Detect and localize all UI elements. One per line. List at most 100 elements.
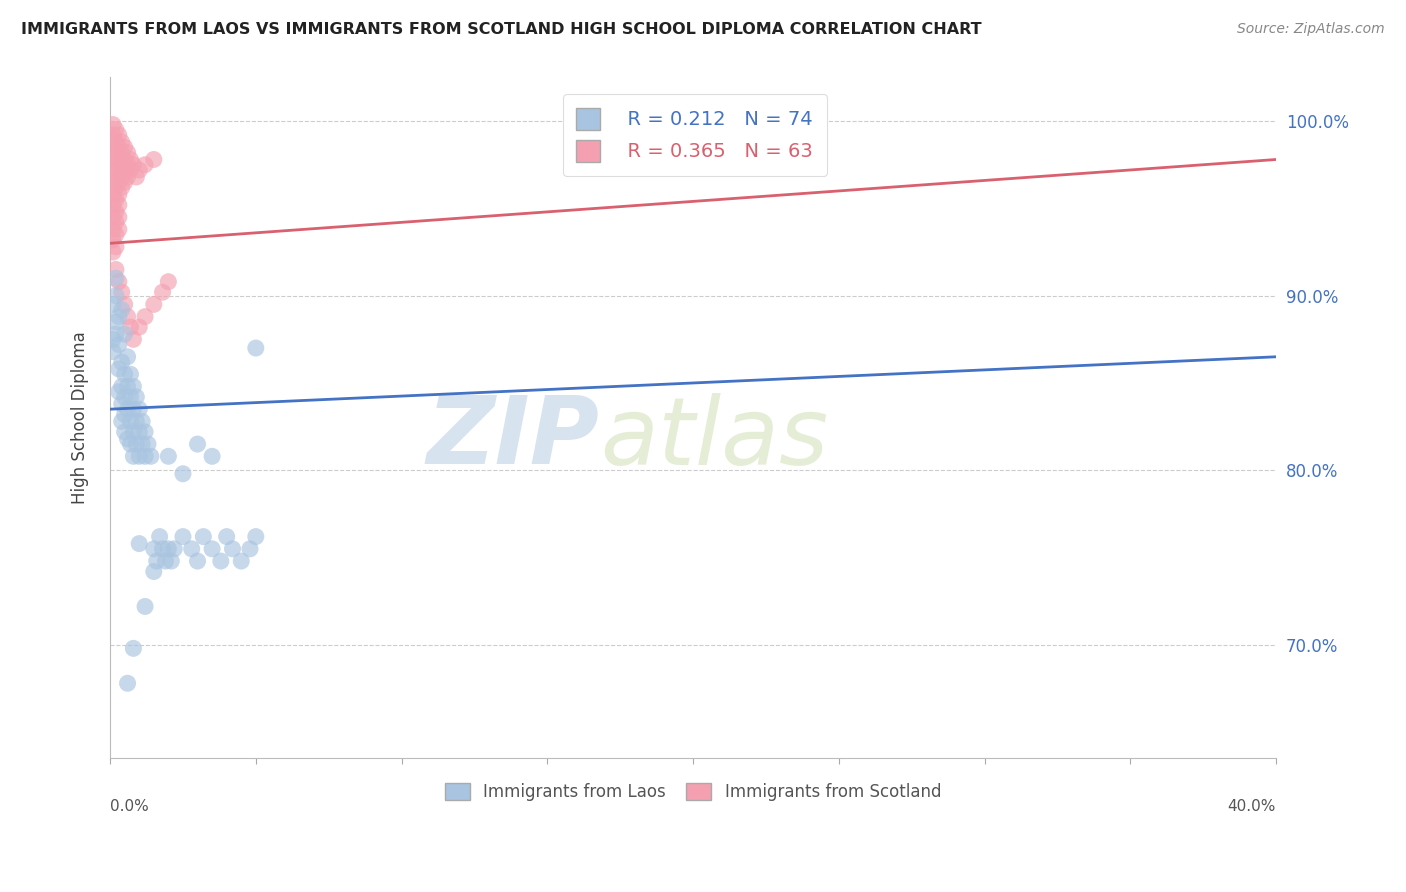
Text: Source: ZipAtlas.com: Source: ZipAtlas.com: [1237, 22, 1385, 37]
Point: [142, 565, 165, 579]
Text: 40.0%: 40.0%: [1227, 799, 1277, 814]
Point: [201, 541, 224, 556]
Point: [120, 153, 142, 167]
Point: [111, 135, 134, 149]
Point: [108, 175, 131, 189]
Point: [193, 530, 215, 544]
Point: [145, 554, 167, 568]
Point: [101, 118, 124, 132]
Point: [117, 158, 139, 172]
Point: [128, 402, 150, 417]
Point: [117, 310, 139, 324]
Point: [186, 554, 208, 568]
Point: [128, 425, 150, 439]
Point: [111, 180, 134, 194]
Point: [104, 262, 127, 277]
Point: [128, 536, 150, 550]
Point: [134, 450, 156, 464]
Point: [104, 145, 127, 160]
Point: [180, 541, 202, 556]
Point: [108, 163, 131, 178]
Point: [104, 193, 127, 207]
Point: [120, 163, 142, 178]
Point: [104, 180, 127, 194]
Point: [239, 541, 262, 556]
Point: [101, 233, 124, 247]
Point: [122, 641, 145, 656]
Point: [104, 327, 127, 342]
Point: [231, 554, 253, 568]
Point: [108, 128, 131, 142]
Point: [111, 145, 134, 160]
Point: [125, 414, 148, 428]
Point: [111, 379, 134, 393]
Point: [114, 140, 136, 154]
Point: [101, 128, 124, 142]
Point: [117, 676, 139, 690]
Point: [108, 275, 131, 289]
Point: [142, 297, 165, 311]
Point: [111, 355, 134, 369]
Point: [142, 541, 165, 556]
Point: [120, 437, 142, 451]
Point: [114, 163, 136, 178]
Point: [122, 450, 145, 464]
Point: [139, 450, 162, 464]
Point: [101, 175, 124, 189]
Point: [101, 297, 124, 311]
Point: [134, 425, 156, 439]
Point: [125, 437, 148, 451]
Point: [122, 379, 145, 393]
Point: [104, 288, 127, 302]
Point: [101, 332, 124, 346]
Point: [125, 390, 148, 404]
Point: [131, 437, 153, 451]
Point: [157, 450, 180, 464]
Point: [122, 332, 145, 346]
Point: [114, 425, 136, 439]
Point: [108, 384, 131, 399]
Point: [157, 275, 180, 289]
Point: [128, 163, 150, 178]
Point: [108, 210, 131, 224]
Y-axis label: High School Diploma: High School Diploma: [72, 332, 89, 504]
Point: [160, 554, 183, 568]
Point: [245, 341, 267, 355]
Point: [215, 530, 238, 544]
Text: atlas: atlas: [600, 392, 828, 483]
Point: [104, 315, 127, 329]
Text: IMMIGRANTS FROM LAOS VS IMMIGRANTS FROM SCOTLAND HIGH SCHOOL DIPLOMA CORRELATION: IMMIGRANTS FROM LAOS VS IMMIGRANTS FROM …: [21, 22, 981, 37]
Point: [111, 397, 134, 411]
Point: [120, 414, 142, 428]
Point: [114, 368, 136, 382]
Point: [101, 222, 124, 236]
Point: [120, 390, 142, 404]
Point: [101, 210, 124, 224]
Point: [114, 327, 136, 342]
Point: [209, 554, 232, 568]
Point: [101, 153, 124, 167]
Point: [221, 541, 243, 556]
Point: [117, 145, 139, 160]
Point: [101, 198, 124, 212]
Point: [108, 198, 131, 212]
Point: [104, 205, 127, 219]
Point: [155, 554, 177, 568]
Point: [111, 169, 134, 184]
Point: [114, 297, 136, 311]
Point: [104, 135, 127, 149]
Point: [134, 310, 156, 324]
Point: [101, 187, 124, 202]
Point: [125, 169, 148, 184]
Point: [122, 425, 145, 439]
Point: [111, 158, 134, 172]
Point: [108, 222, 131, 236]
Point: [108, 337, 131, 351]
Point: [104, 271, 127, 285]
Point: [104, 227, 127, 242]
Point: [131, 414, 153, 428]
Point: [163, 541, 186, 556]
Point: [152, 285, 174, 300]
Point: [108, 140, 131, 154]
Point: [201, 450, 224, 464]
